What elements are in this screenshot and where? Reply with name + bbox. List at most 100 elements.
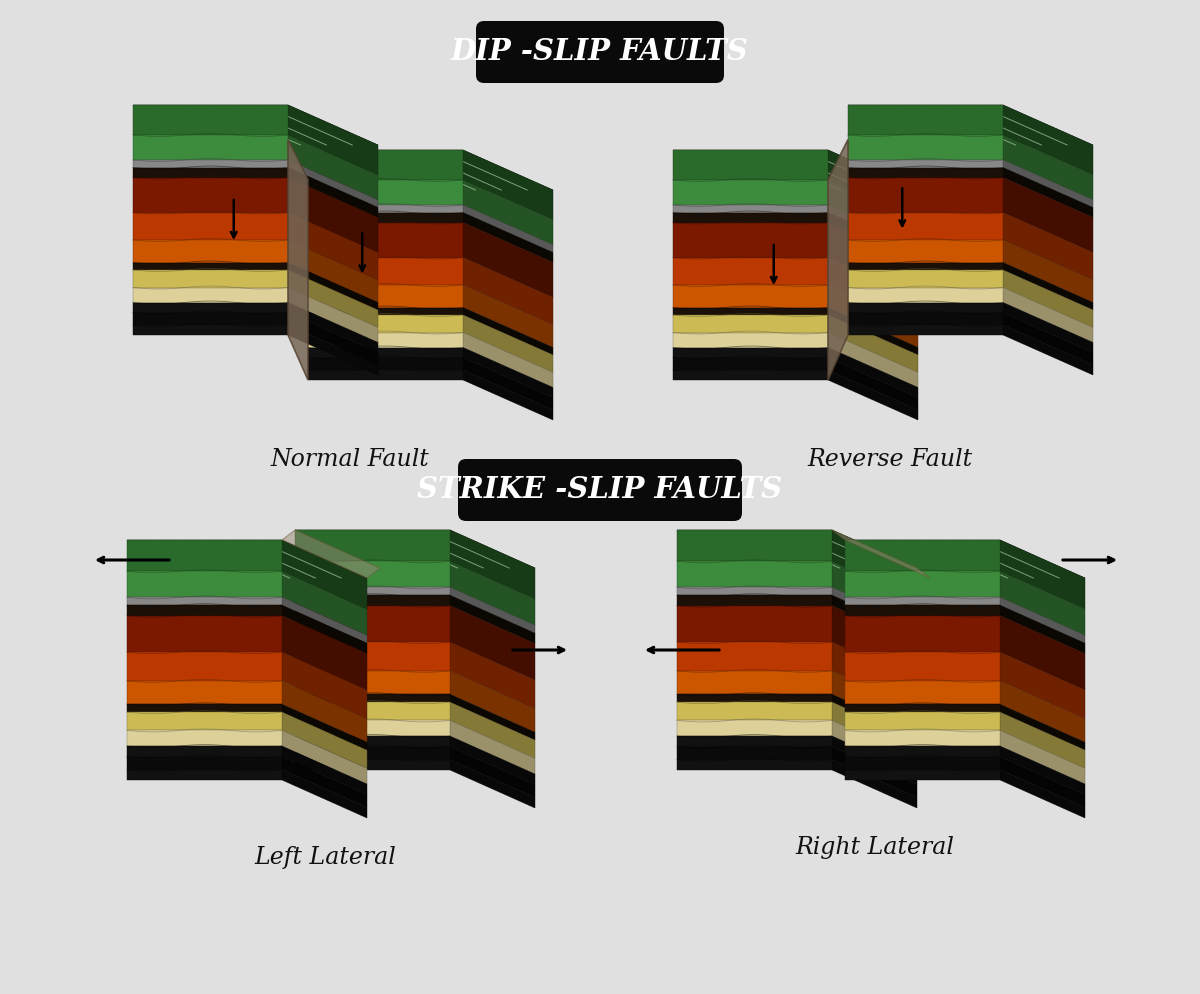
Polygon shape bbox=[828, 358, 918, 410]
Polygon shape bbox=[463, 150, 553, 220]
Polygon shape bbox=[673, 180, 828, 205]
Polygon shape bbox=[127, 652, 282, 681]
Polygon shape bbox=[288, 168, 378, 218]
Polygon shape bbox=[848, 168, 1003, 178]
Polygon shape bbox=[848, 178, 1003, 213]
Polygon shape bbox=[677, 746, 832, 759]
Polygon shape bbox=[295, 759, 450, 770]
Polygon shape bbox=[450, 642, 535, 709]
Polygon shape bbox=[450, 746, 535, 797]
Text: DIP -SLIP FAULTS: DIP -SLIP FAULTS bbox=[451, 38, 749, 67]
Polygon shape bbox=[848, 160, 1003, 168]
Polygon shape bbox=[832, 642, 917, 709]
Polygon shape bbox=[288, 262, 378, 310]
Polygon shape bbox=[308, 307, 463, 315]
Polygon shape bbox=[127, 705, 282, 712]
Polygon shape bbox=[848, 325, 1003, 335]
Polygon shape bbox=[308, 257, 463, 285]
Polygon shape bbox=[677, 587, 832, 595]
Polygon shape bbox=[450, 671, 535, 733]
Polygon shape bbox=[127, 540, 282, 572]
Polygon shape bbox=[450, 721, 535, 774]
Text: STRIKE -SLIP FAULTS: STRIKE -SLIP FAULTS bbox=[418, 475, 782, 505]
Polygon shape bbox=[845, 597, 1000, 605]
Polygon shape bbox=[127, 756, 282, 769]
Polygon shape bbox=[1000, 540, 1085, 609]
Polygon shape bbox=[677, 695, 832, 702]
Polygon shape bbox=[828, 307, 918, 355]
Polygon shape bbox=[677, 671, 832, 695]
Polygon shape bbox=[282, 572, 367, 635]
Polygon shape bbox=[832, 605, 917, 680]
Polygon shape bbox=[848, 312, 1003, 325]
Polygon shape bbox=[1000, 597, 1085, 643]
Polygon shape bbox=[308, 223, 463, 257]
Polygon shape bbox=[463, 205, 553, 252]
Polygon shape bbox=[845, 605, 1000, 615]
Polygon shape bbox=[828, 180, 918, 245]
Polygon shape bbox=[673, 150, 918, 190]
Polygon shape bbox=[1003, 287, 1093, 343]
Polygon shape bbox=[133, 312, 288, 325]
Polygon shape bbox=[288, 139, 308, 380]
Polygon shape bbox=[848, 105, 1003, 135]
Polygon shape bbox=[308, 358, 463, 370]
Polygon shape bbox=[282, 530, 380, 578]
Polygon shape bbox=[1000, 731, 1085, 784]
Polygon shape bbox=[463, 307, 553, 355]
Polygon shape bbox=[673, 257, 828, 285]
Polygon shape bbox=[288, 160, 378, 208]
Polygon shape bbox=[133, 262, 288, 270]
Polygon shape bbox=[295, 721, 450, 737]
Polygon shape bbox=[308, 348, 463, 358]
Polygon shape bbox=[288, 178, 378, 252]
Polygon shape bbox=[282, 615, 367, 690]
Polygon shape bbox=[127, 540, 367, 578]
Polygon shape bbox=[308, 315, 463, 333]
Polygon shape bbox=[133, 270, 288, 287]
Polygon shape bbox=[295, 605, 450, 642]
Polygon shape bbox=[295, 737, 450, 746]
Polygon shape bbox=[308, 285, 463, 307]
Polygon shape bbox=[127, 712, 282, 731]
Polygon shape bbox=[673, 307, 828, 315]
Polygon shape bbox=[295, 642, 450, 671]
Polygon shape bbox=[848, 302, 1003, 312]
Polygon shape bbox=[463, 315, 553, 373]
Polygon shape bbox=[288, 240, 378, 302]
Polygon shape bbox=[133, 168, 288, 178]
Polygon shape bbox=[848, 262, 1003, 270]
Polygon shape bbox=[450, 595, 535, 644]
Polygon shape bbox=[832, 530, 930, 578]
Polygon shape bbox=[308, 150, 553, 190]
Polygon shape bbox=[1000, 705, 1085, 750]
Polygon shape bbox=[845, 756, 1000, 769]
Polygon shape bbox=[127, 681, 282, 705]
Polygon shape bbox=[295, 695, 450, 702]
Polygon shape bbox=[288, 287, 378, 343]
Polygon shape bbox=[133, 213, 288, 240]
Polygon shape bbox=[828, 213, 918, 262]
Polygon shape bbox=[848, 213, 1003, 240]
Polygon shape bbox=[295, 530, 450, 562]
Polygon shape bbox=[673, 223, 828, 257]
Polygon shape bbox=[848, 270, 1003, 287]
Polygon shape bbox=[133, 240, 288, 262]
Polygon shape bbox=[828, 139, 848, 380]
Polygon shape bbox=[1000, 615, 1085, 690]
Polygon shape bbox=[127, 572, 282, 597]
Polygon shape bbox=[1000, 712, 1085, 768]
Polygon shape bbox=[463, 370, 553, 420]
Polygon shape bbox=[845, 712, 1000, 731]
Polygon shape bbox=[282, 769, 367, 818]
Polygon shape bbox=[282, 681, 367, 743]
Polygon shape bbox=[295, 530, 535, 568]
Polygon shape bbox=[1003, 135, 1093, 200]
Polygon shape bbox=[832, 530, 917, 599]
Polygon shape bbox=[828, 348, 918, 398]
Polygon shape bbox=[673, 205, 828, 213]
FancyBboxPatch shape bbox=[458, 459, 742, 521]
Polygon shape bbox=[677, 737, 832, 746]
Polygon shape bbox=[828, 257, 918, 325]
Polygon shape bbox=[845, 681, 1000, 705]
